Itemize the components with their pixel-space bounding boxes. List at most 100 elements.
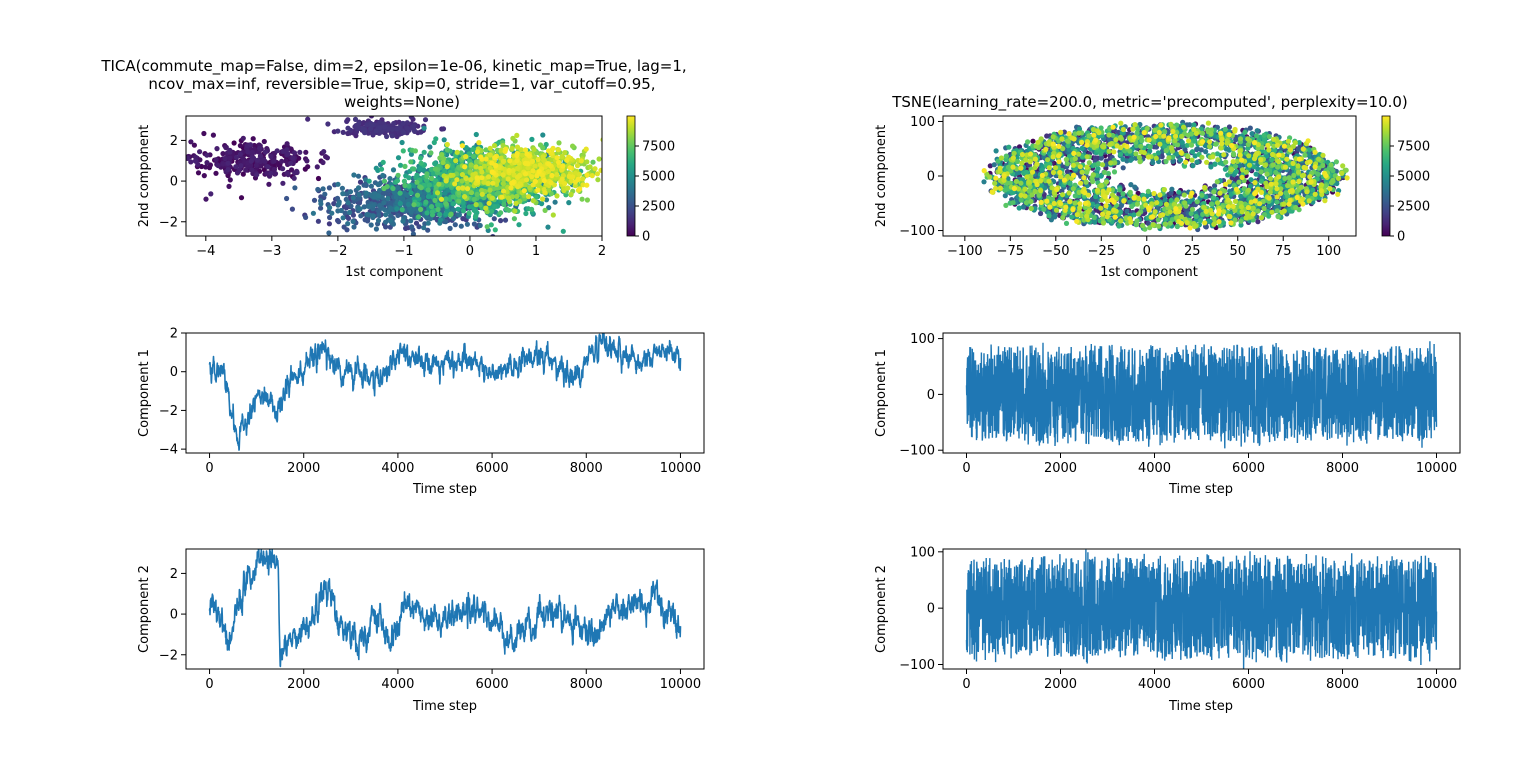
scatter-point <box>511 216 517 222</box>
scatter-point <box>447 225 453 231</box>
scatter-point <box>400 218 406 224</box>
scatter-point <box>432 161 438 167</box>
scatter-point <box>539 172 545 178</box>
scatter-point <box>1249 131 1255 137</box>
scatter-point <box>454 149 460 155</box>
scatter-point <box>266 181 272 187</box>
scatter-point <box>404 125 410 131</box>
scatter-point <box>285 151 291 157</box>
scatter-point <box>541 178 547 184</box>
scatter-point <box>315 186 321 193</box>
scatter-point <box>382 124 388 130</box>
scatter-point <box>460 216 466 222</box>
scatter-point <box>515 184 521 190</box>
scatter-point <box>356 192 362 198</box>
scatter-point <box>462 194 468 200</box>
scatter-point <box>488 222 494 228</box>
scatter-point <box>1020 204 1026 210</box>
scatter-point <box>422 117 429 123</box>
x-tick-label: −4 <box>196 244 215 259</box>
scatter-point <box>507 158 513 164</box>
scatter-point <box>188 139 194 145</box>
scatter-point <box>514 152 520 159</box>
scatter-point <box>428 150 434 156</box>
scatter-point <box>210 132 216 138</box>
scatter-point <box>291 150 298 156</box>
tica-scatter-title: TICA(commute_map=False, dim=2, epsilon=1… <box>100 57 686 111</box>
scatter-point <box>505 176 511 182</box>
scatter-point <box>539 201 545 207</box>
scatter-point <box>1127 199 1133 205</box>
scatter-point <box>501 177 507 183</box>
colorbar-tick-label: 7500 <box>642 140 675 155</box>
scatter-point <box>492 204 498 210</box>
scatter-point <box>411 183 417 189</box>
scatter-point <box>448 211 454 217</box>
scatter-point <box>377 125 383 131</box>
scatter-point <box>570 143 576 149</box>
scatter-point <box>529 136 535 142</box>
scatter-point <box>394 178 401 184</box>
scatter-point <box>271 158 277 164</box>
scatter-point <box>500 142 506 149</box>
scatter-point <box>315 218 321 224</box>
scatter-point <box>610 175 615 180</box>
scatter-point <box>453 158 459 164</box>
scatter-point <box>470 147 476 153</box>
scatter-point <box>542 207 548 213</box>
scatter-point <box>546 161 552 167</box>
scatter-point <box>380 172 386 179</box>
scatter-point <box>227 155 233 161</box>
scatter-point <box>595 177 601 183</box>
scatter-point <box>448 172 454 178</box>
scatter-point <box>598 167 602 173</box>
scatter-point <box>261 157 267 163</box>
scatter-point <box>413 174 419 181</box>
scatter-point <box>176 149 181 154</box>
scatter-point <box>464 186 471 192</box>
scatter-point <box>203 164 209 170</box>
scatter-point <box>376 212 382 218</box>
scatter-point <box>460 185 466 191</box>
scatter-point <box>167 151 172 156</box>
scatter-point <box>987 163 993 169</box>
scatter-point <box>1233 137 1239 143</box>
scatter-point <box>562 150 568 156</box>
scatter-point <box>456 212 462 218</box>
scatter-point <box>408 190 414 196</box>
scatter-point <box>248 158 254 164</box>
scatter-point <box>1203 149 1209 155</box>
scatter-point <box>314 164 320 170</box>
scatter-point <box>397 200 403 207</box>
scatter-point <box>391 189 398 196</box>
scatter-point <box>390 185 396 192</box>
scatter-point <box>515 165 521 171</box>
scatter-point <box>428 175 435 182</box>
scatter-point <box>438 196 445 202</box>
scatter-point <box>443 211 449 217</box>
scatter-point <box>402 182 408 189</box>
scatter-point <box>345 215 352 221</box>
scatter-point <box>327 205 333 211</box>
scatter-point <box>366 203 372 209</box>
scatter-point <box>518 147 524 153</box>
scatter-point <box>444 163 450 170</box>
scatter-point <box>1177 157 1184 163</box>
scatter-point <box>483 147 489 153</box>
scatter-point <box>373 226 379 232</box>
scatter-point <box>408 151 414 157</box>
scatter-point <box>546 148 552 154</box>
scatter-point <box>272 171 279 177</box>
scatter-point <box>370 202 376 208</box>
scatter-point <box>514 157 520 164</box>
scatter-point <box>555 147 562 153</box>
scatter-point <box>583 146 589 152</box>
scatter-point <box>494 178 501 184</box>
scatter-point <box>498 218 504 224</box>
scatter-point <box>304 158 310 164</box>
scatter-point <box>382 207 388 213</box>
x-tick-label: 0 <box>466 244 474 259</box>
scatter-point <box>1255 219 1261 225</box>
scatter-point <box>280 180 286 186</box>
scatter-point <box>420 194 426 200</box>
